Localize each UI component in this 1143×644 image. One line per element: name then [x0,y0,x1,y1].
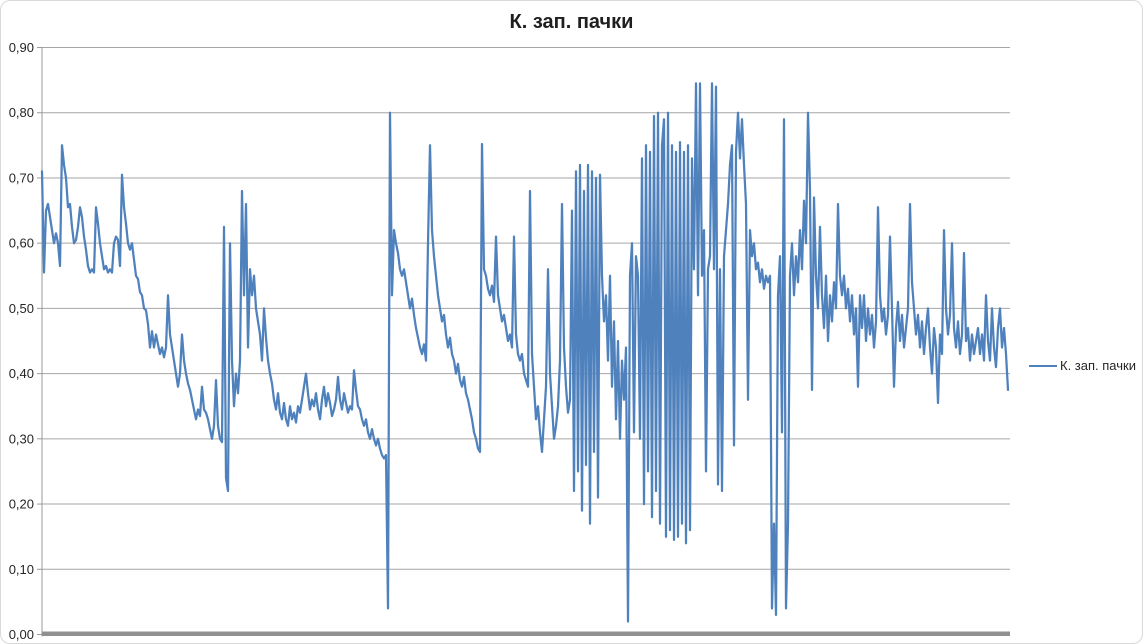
y-axis-label: 0,30 [9,431,34,446]
y-axis-label: 0,00 [9,627,34,642]
y-axis-label: 0,10 [9,562,34,577]
series-line [40,82,1010,623]
y-axis-label: 0,80 [9,105,34,120]
y-axis-label: 0,20 [9,497,34,512]
legend: К. зап. пачки [1029,358,1136,373]
legend-series-label: К. зап. пачки [1060,358,1136,373]
y-axis-label: 0,50 [9,301,34,316]
y-axis-label: 0,60 [9,236,34,251]
chart-title: К. зап. пачки [509,11,634,33]
y-axis-label: 0,40 [9,366,34,381]
y-axis-label: 0,70 [9,170,34,185]
legend-line-marker-icon [1029,364,1057,367]
x-axis-line [42,631,1010,636]
y-axis-label: 0,90 [9,40,34,55]
